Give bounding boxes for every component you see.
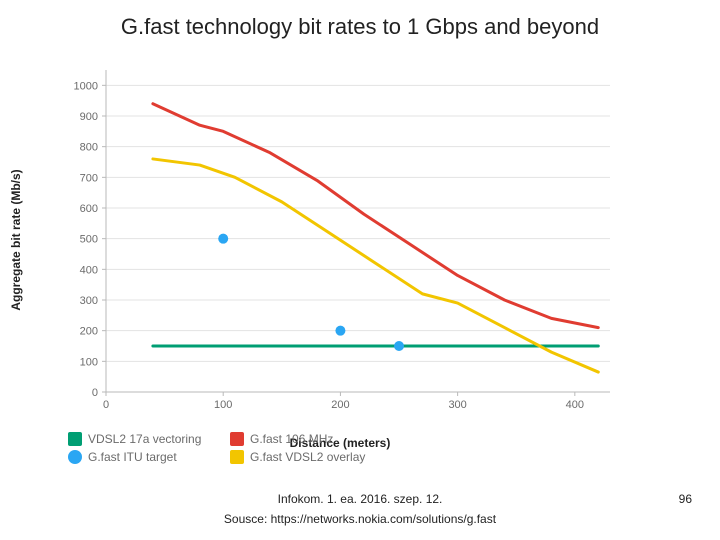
page-title: G.fast technology bit rates to 1 Gbps an…	[0, 14, 720, 40]
svg-text:800: 800	[80, 142, 98, 154]
legend-row: VDSL2 17a vectoring G.fast 106 MHz	[68, 432, 370, 446]
svg-text:0: 0	[92, 387, 98, 399]
svg-text:300: 300	[80, 295, 98, 307]
legend-item-overlay: G.fast VDSL2 overlay	[230, 450, 370, 464]
legend-item-vdsl2: VDSL2 17a vectoring	[68, 432, 208, 446]
page-number: 96	[679, 492, 692, 506]
chart-container: Aggregate bit rate (Mb/s) 01002003004005…	[60, 60, 620, 420]
svg-text:700: 700	[80, 172, 98, 184]
line-chart: 0 100 200 300 400 500 600 700 800 900 1000 0 100 200 3…	[60, 60, 620, 420]
svg-text:0: 0	[103, 399, 109, 411]
footer-source-text: Sousce: https://networks.nokia.com/solut…	[0, 512, 720, 526]
svg-text:100: 100	[214, 399, 232, 411]
svg-text:500: 500	[80, 234, 98, 246]
legend-label: G.fast ITU target	[88, 450, 177, 464]
svg-text:200: 200	[80, 326, 98, 338]
legend-row: G.fast ITU target G.fast VDSL2 overlay	[68, 450, 370, 464]
slide-root: G.fast technology bit rates to 1 Gbps an…	[0, 0, 720, 540]
legend-label: VDSL2 17a vectoring	[88, 432, 201, 446]
square-icon	[230, 450, 244, 464]
svg-text:400: 400	[80, 264, 98, 276]
svg-text:400: 400	[566, 399, 584, 411]
y-axis-label: Aggregate bit rate (Mb/s)	[9, 169, 23, 310]
svg-text:600: 600	[80, 203, 98, 215]
svg-text:1000: 1000	[74, 80, 98, 92]
svg-text:300: 300	[448, 399, 466, 411]
square-icon	[230, 432, 244, 446]
legend-item-gfast106: G.fast 106 MHz	[230, 432, 370, 446]
legend-label: G.fast 106 MHz	[250, 432, 333, 446]
svg-text:100: 100	[80, 356, 98, 368]
chart-legend: VDSL2 17a vectoring G.fast 106 MHz G.fas…	[68, 432, 370, 468]
svg-text:900: 900	[80, 111, 98, 123]
svg-text:200: 200	[331, 399, 349, 411]
footer-center-text: Infokom. 1. ea. 2016. szep. 12.	[0, 492, 720, 506]
circle-icon	[68, 450, 82, 464]
legend-item-itu-target: G.fast ITU target	[68, 450, 208, 464]
square-icon	[68, 432, 82, 446]
legend-label: G.fast VDSL2 overlay	[250, 450, 365, 464]
